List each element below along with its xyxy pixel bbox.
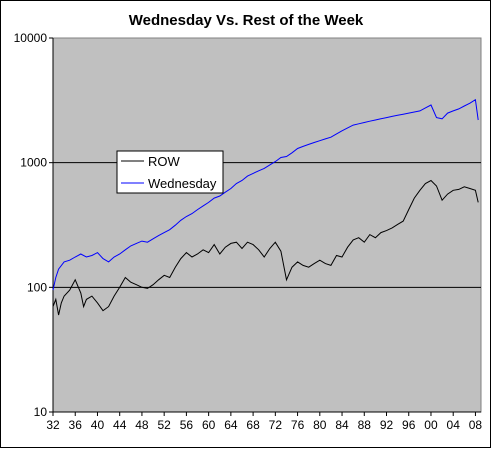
x-tick-label: 36 [69,418,83,432]
x-tick-label: 40 [91,418,105,432]
x-tick-label: 32 [46,418,60,432]
x-tick-label: 00 [424,418,438,432]
x-tick-label: 88 [358,418,372,432]
plot-area [52,37,482,413]
x-tick-label: 52 [157,418,171,432]
x-tick-label: 04 [447,418,461,432]
series-line-row [52,179,479,316]
y-tick-label: 100 [27,280,47,294]
legend-box [116,150,224,194]
legend-label-row: ROW [148,154,181,169]
x-tick-label: 84 [335,418,349,432]
x-tick-label: 56 [180,418,194,432]
series-layer [52,98,479,316]
x-tick-label: 08 [469,418,483,432]
x-tick-label: 92 [380,418,394,432]
chart-title: Wednesday Vs. Rest of the Week [129,12,364,29]
y-tick-label: 10000 [14,31,48,45]
legend-label-wednesday: Wednesday [148,176,217,191]
x-tick-label: 44 [113,418,127,432]
legend: ROW Wednesday [116,150,224,194]
x-tick-label: 96 [402,418,416,432]
x-tick-label: 68 [246,418,260,432]
y-axis: 10 100 1000 10000 [14,31,54,419]
x-axis: 32 36 40 44 48 52 56 60 64 68 72 76 80 84 88 92 96 00 04 08 [46,411,483,432]
x-tick-label: 72 [269,418,283,432]
y-tick-label: 10 [34,405,48,419]
x-tick-label: 76 [291,418,305,432]
series-line-wednesday [52,98,479,291]
x-tick-label: 64 [224,418,238,432]
x-tick-label: 60 [202,418,216,432]
y-tick-label: 1000 [20,156,47,170]
x-tick-label: 80 [313,418,327,432]
x-tick-label: 48 [135,418,149,432]
